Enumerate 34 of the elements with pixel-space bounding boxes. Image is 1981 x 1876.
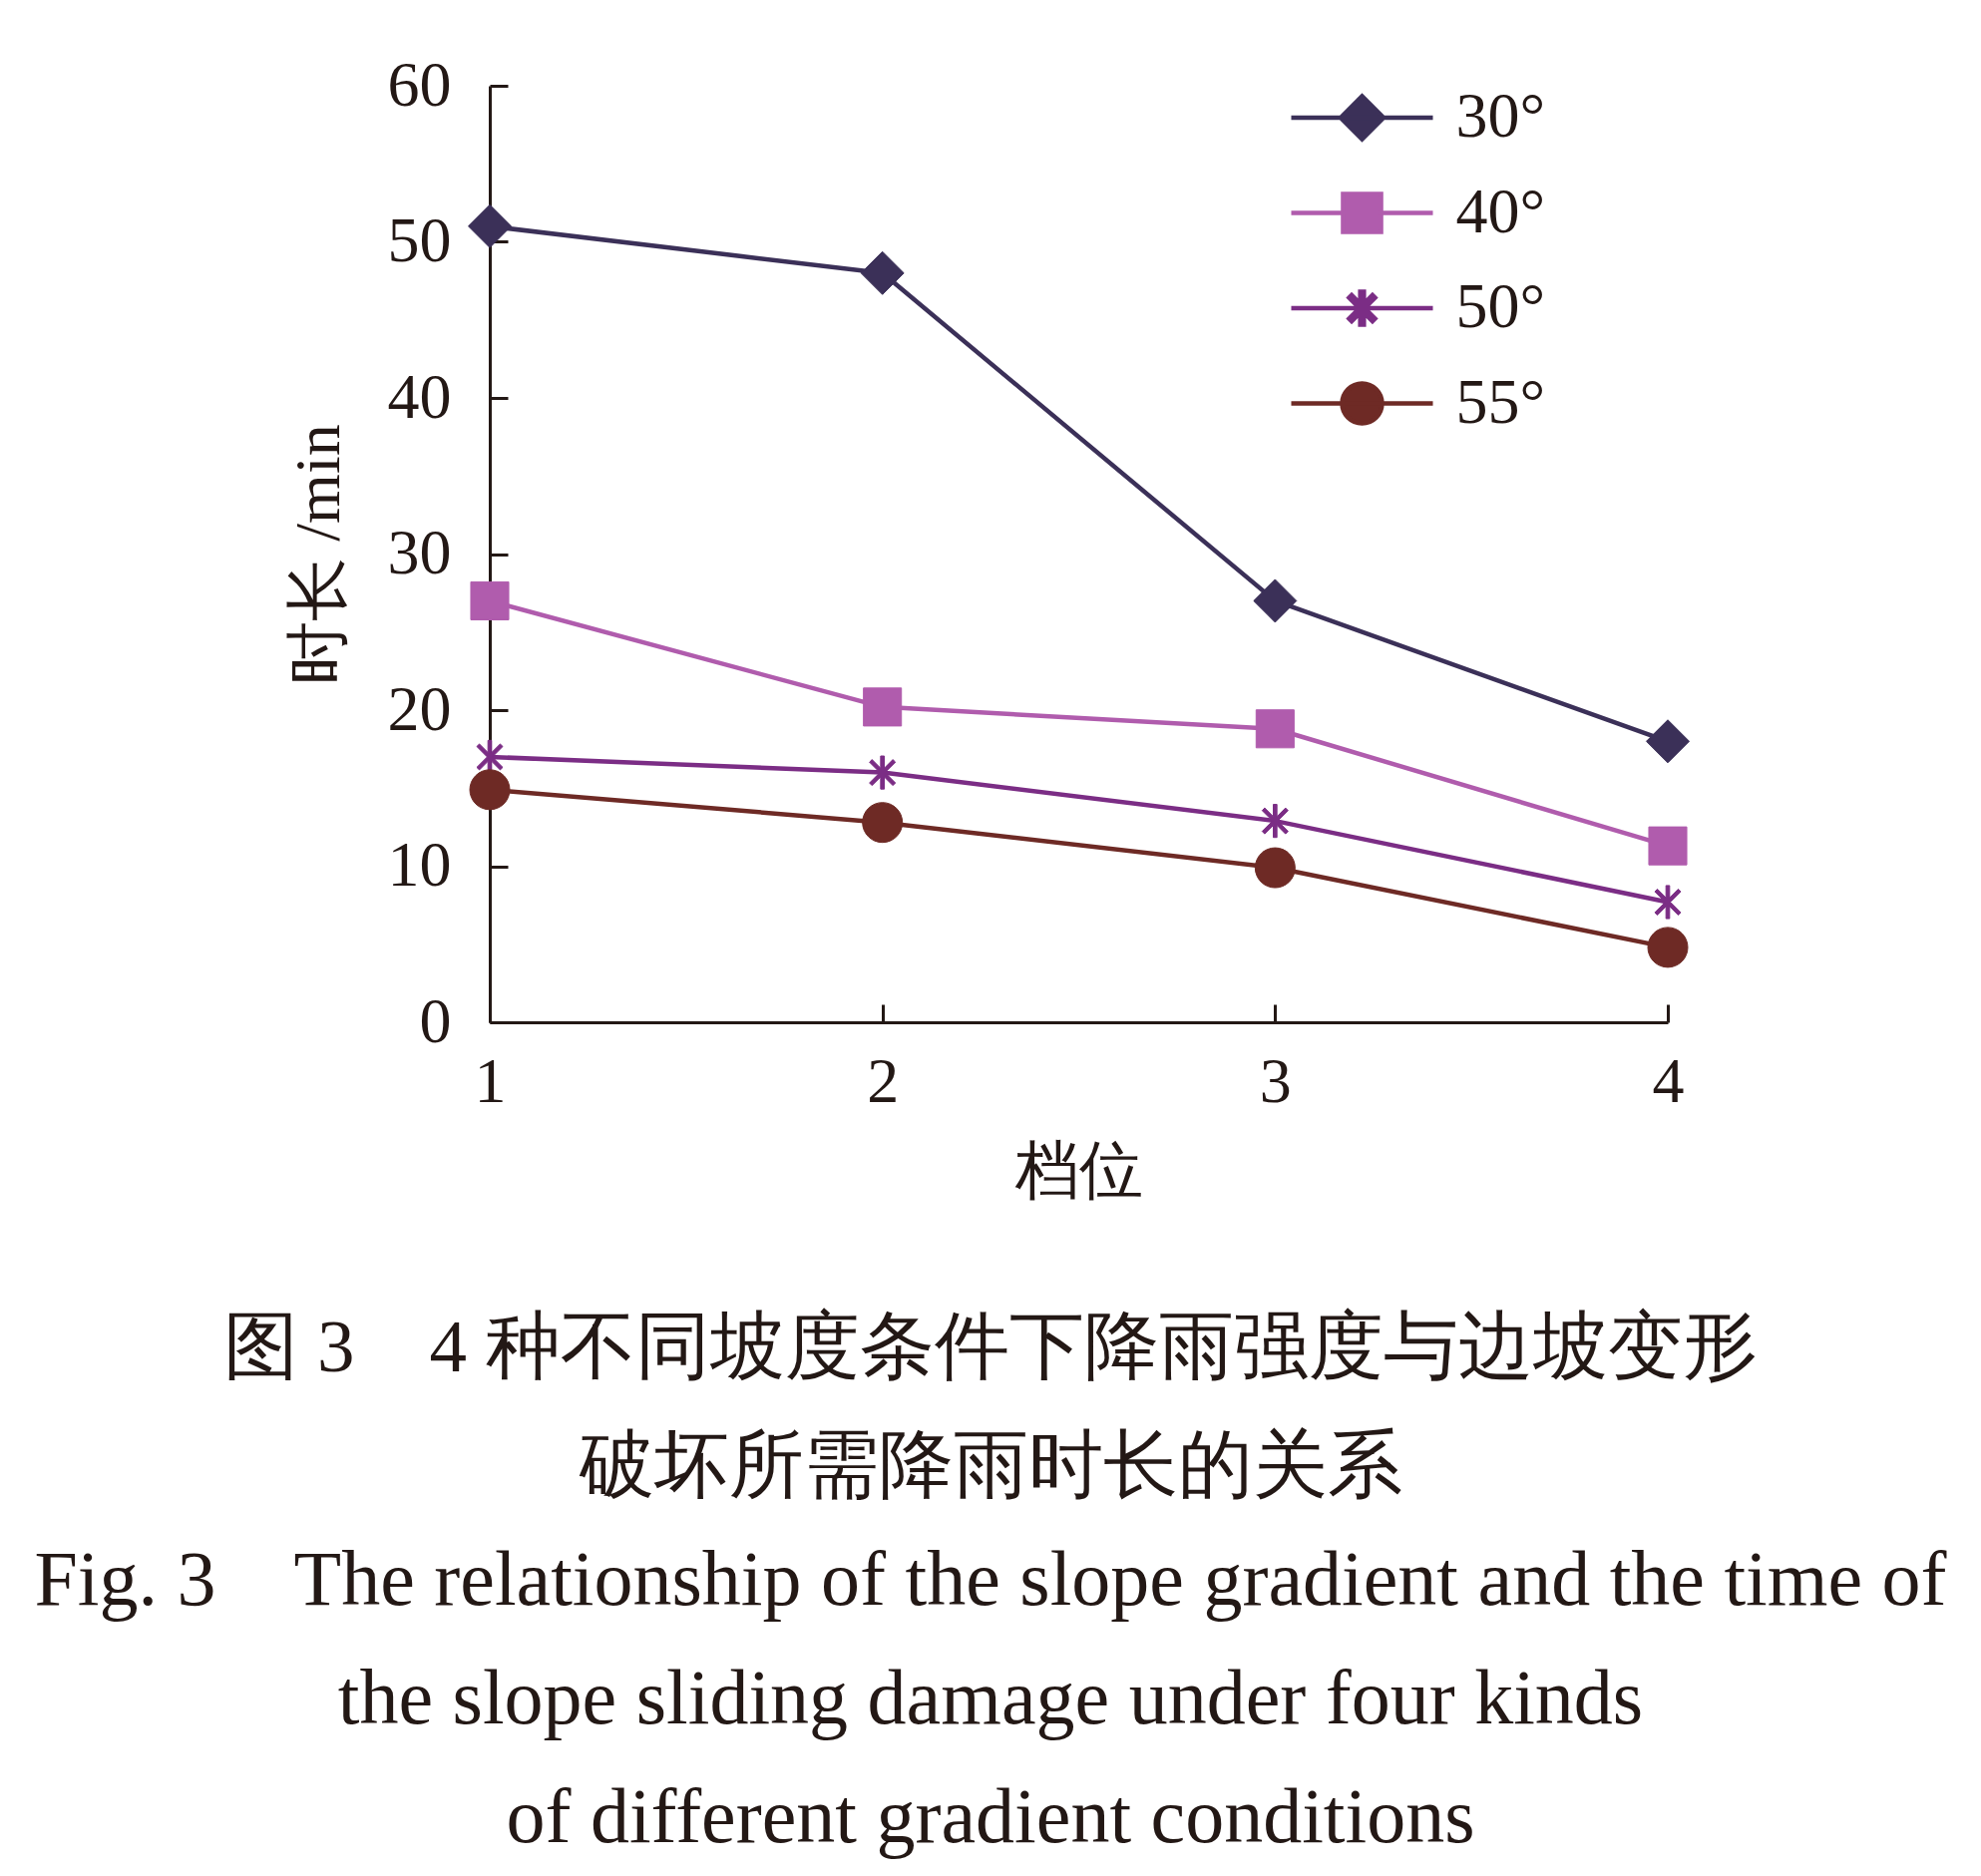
legend-label: 50° [1455, 270, 1546, 341]
x-tick-label: 1 [474, 1044, 507, 1116]
legend-label: 55° [1455, 365, 1546, 437]
x-tick-label: 3 [1259, 1044, 1292, 1116]
point [470, 580, 510, 620]
point [1261, 804, 1289, 839]
x-axis-title: 档位 [1014, 1134, 1143, 1206]
point [1645, 719, 1691, 764]
point [1654, 885, 1682, 920]
caption: 图 3 4 种不同坡度条件下降雨强度与边坡变形破坏所需降雨时长的关系 [223, 1305, 1758, 1506]
y-axis-title: 时长 /min [281, 424, 353, 685]
point [862, 802, 904, 844]
y-tick-label: 10 [387, 829, 452, 900]
y-tick-label: 20 [387, 672, 452, 744]
point [860, 250, 905, 295]
legend-label: 40° [1455, 175, 1546, 246]
y-tick-label: 0 [419, 984, 452, 1056]
y-tick-label: 40 [387, 360, 452, 432]
point [1253, 578, 1298, 623]
point [1254, 847, 1296, 889]
point [469, 769, 511, 811]
y-tick-label: 30 [387, 517, 452, 587]
point [1648, 826, 1688, 866]
caption: Fig. 3 The relationship of the slope gradient and the time of the slope sliding damage under four kinds of different gradient conditions [34, 1535, 1947, 1859]
x-tick-label: 2 [867, 1044, 900, 1116]
point [869, 755, 897, 790]
y-tick-label: 60 [387, 48, 452, 120]
legend-label: 30° [1455, 80, 1546, 151]
x-tick-label: 4 [1652, 1044, 1685, 1116]
point [467, 203, 513, 248]
point [1255, 709, 1295, 749]
point [1647, 927, 1689, 968]
point [863, 687, 903, 727]
y-tick-label: 50 [387, 204, 452, 275]
